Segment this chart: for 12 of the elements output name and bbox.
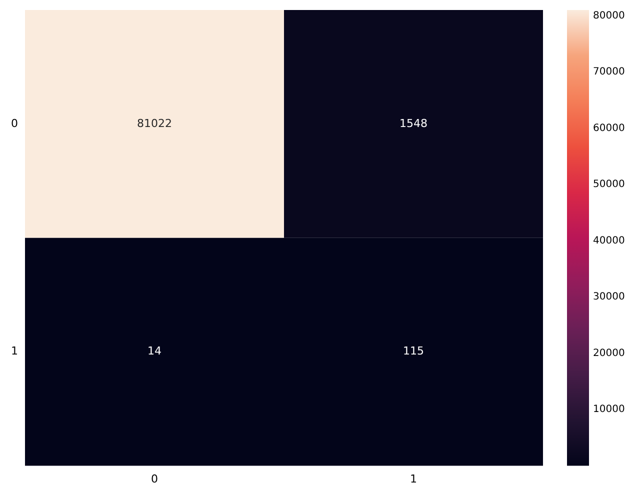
color-bar-label: 10000 [593,404,625,416]
data-label: 81022 [137,116,172,130]
color-bar-label: 80000 [593,10,625,22]
data-label: 1548 [400,116,428,130]
color-bar-label: 50000 [593,179,625,190]
color-bar-label: 70000 [593,66,625,78]
color-bar-label: 60000 [593,122,625,134]
color-bar-label: 40000 [593,235,625,246]
data-label: 115 [403,344,424,358]
data-label: 14 [148,344,162,358]
color-bar-label: 20000 [593,348,625,359]
color-bar-label: 30000 [593,292,625,303]
